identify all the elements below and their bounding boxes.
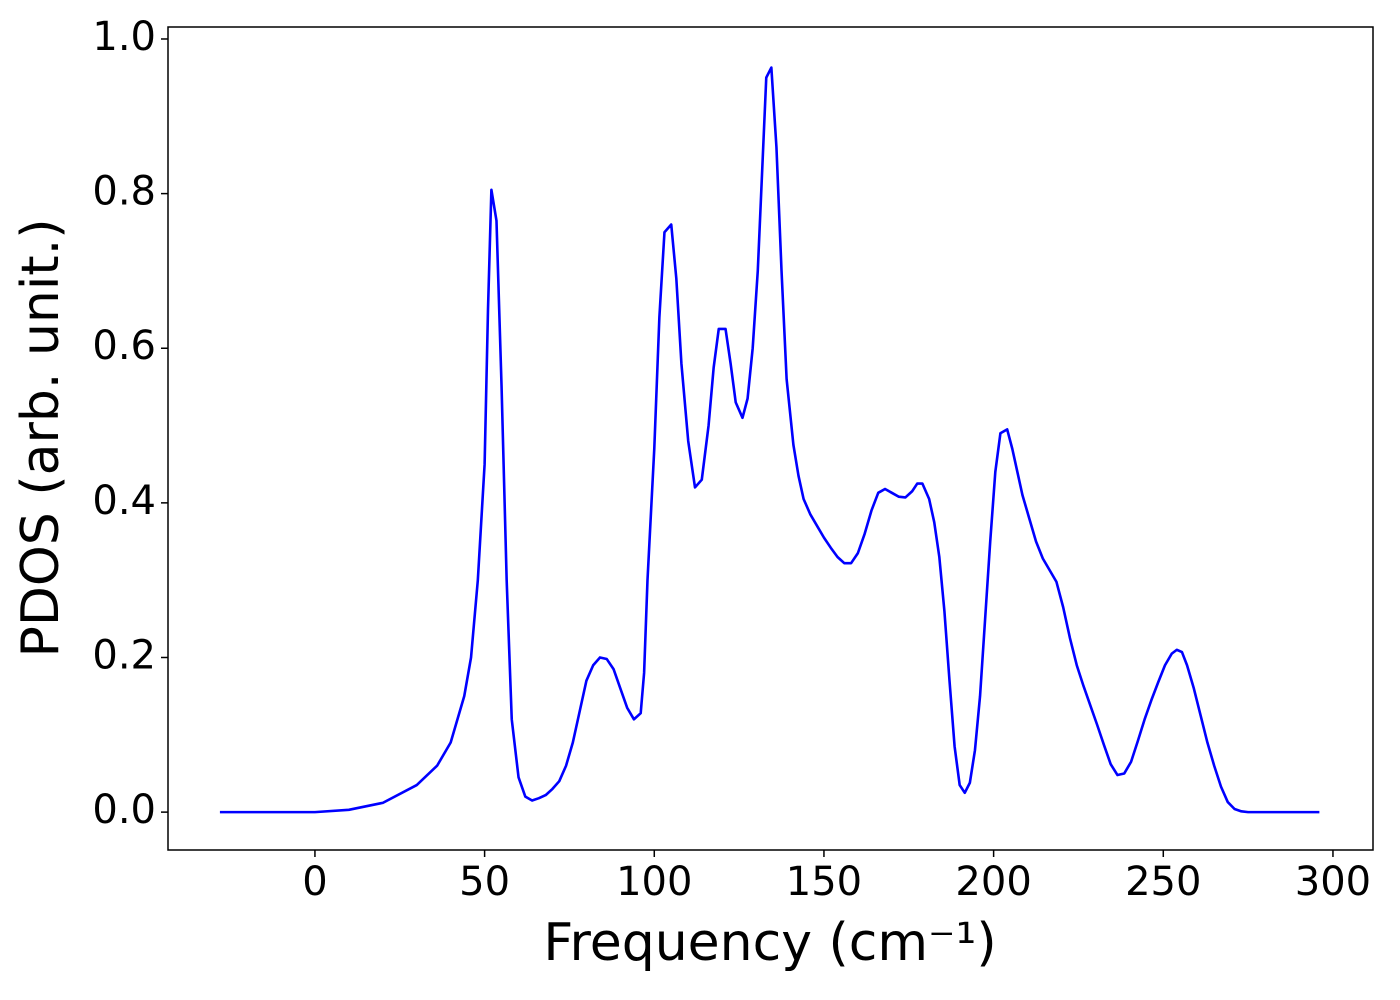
y-tick-label: 0.8 (92, 169, 156, 215)
y-tick-label: 0.6 (92, 323, 156, 369)
y-tick-label: 1.0 (92, 14, 156, 60)
x-tick-label: 50 (459, 859, 510, 905)
y-tick-label: 0.0 (92, 787, 156, 833)
x-axis-label: Frequency (cm⁻¹) (543, 913, 996, 973)
plot-frame (167, 26, 1374, 851)
x-tick-label: 250 (1125, 859, 1201, 905)
data-line (219, 66, 1320, 814)
x-tick-label: 150 (786, 859, 862, 905)
x-tick-label: 100 (616, 859, 692, 905)
x-tick-label: 300 (1295, 859, 1371, 905)
y-tick-label: 0.4 (92, 478, 156, 524)
y-axis-label: PDOS (arb. unit.) (11, 218, 71, 657)
x-tick-label: 200 (955, 859, 1031, 905)
y-tick-label: 0.2 (92, 632, 156, 678)
x-tick-label: 0 (302, 859, 327, 905)
